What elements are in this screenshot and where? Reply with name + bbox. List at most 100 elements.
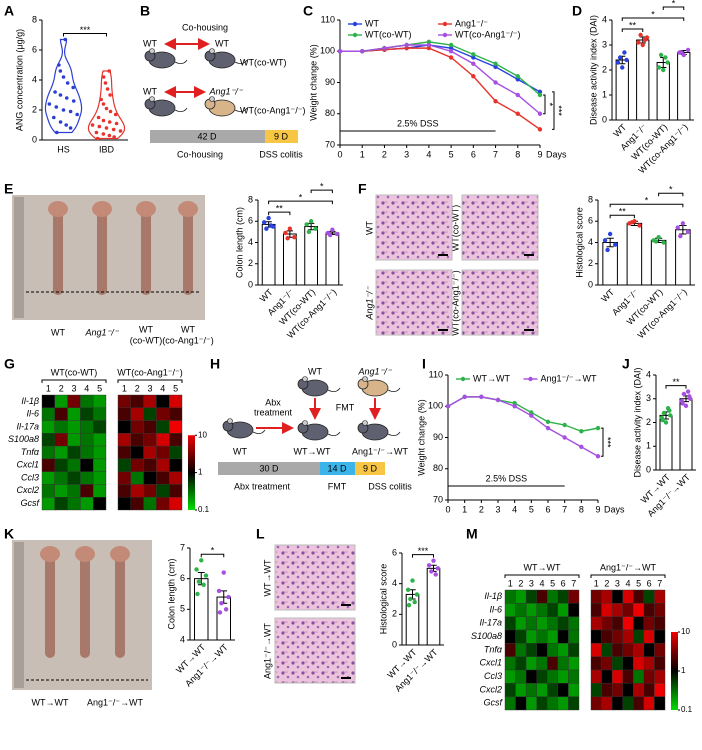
fmt-label: FMT [336,402,355,412]
histology-image [375,194,453,261]
heatmap-cell [41,394,56,408]
heatmap-cell [525,603,537,617]
series-marker [493,99,498,104]
data-point [68,109,73,114]
cecum [178,201,198,217]
data-point [660,417,665,423]
heatmap-cell [611,629,623,644]
heatmap-cell [67,407,81,421]
heatmap-cell [54,394,68,408]
heatmap-cell [633,603,645,617]
legend-label: WT(co-Ang1⁻/⁻) [455,29,521,39]
heatmap-cell [117,458,132,472]
heatmap-cell [41,420,56,434]
heatmap-cell [80,394,94,408]
series-marker [360,49,365,54]
heatmap-cell [143,445,157,460]
y-axis-label: Weight change (%) [416,399,426,475]
significance-bracket [200,553,225,558]
significance-label: * [645,196,649,206]
mouse-tail [327,387,341,392]
row-label: Ccl3 [484,671,502,681]
heatmap-cell [536,629,548,644]
mouse-tail [387,387,401,392]
heatmap-cell [557,589,569,604]
significance-bracket [658,192,684,197]
y-tick-label: 6 [32,44,37,54]
data-point [656,234,661,240]
photo-label: WT [139,324,153,334]
data-point [410,578,415,583]
recipient-label: Ang1⁻/⁻→WT [352,446,409,456]
heatmap-cell [54,484,68,498]
histology-label: WT(co-WT) [450,205,460,251]
x-tick-label: 3 [404,149,409,159]
heatmap-cell [601,603,613,617]
column-label: 5 [636,578,641,588]
heatmap-cell [547,616,559,631]
y-tick-label: 4 [588,237,593,247]
heatmap-cell [643,603,655,617]
x-tick-label: 0 [445,504,450,514]
row-label: S100a8 [8,434,39,444]
heatmap-cell [633,696,645,711]
y-tick-label: 5 [180,604,185,614]
heatmap-cell [41,445,56,460]
mouse-ear [209,48,215,54]
heatmap-cell [54,445,68,460]
mouse-ear [149,48,155,54]
data-point [605,247,610,253]
heatmap-cell [168,433,183,447]
colorbar-label: 0.1 [198,505,210,514]
y-tick-label: 100 [428,401,443,411]
series-marker [493,80,498,85]
data-point [685,389,691,394]
colon [97,205,107,295]
significance-label: ** [619,207,627,217]
heatmap-cell [504,696,516,711]
heatmap-cell [168,458,183,472]
heatmap-cell [130,420,144,434]
data-point [287,226,293,231]
mouse-tail [234,59,248,64]
x-tick-label: 4 [426,149,431,159]
series-marker [426,45,432,51]
y-tick-label: 0 [32,134,37,144]
y-tick-label: 90 [433,432,443,442]
heatmap-cell [143,471,157,485]
heatmap-cell [143,420,157,434]
heatmap-cell [643,643,655,657]
mouse-tail [234,107,248,112]
data-point [685,47,691,53]
data-point [624,57,629,63]
significance-label: *** [603,437,613,448]
y-tick-label: 110 [429,369,443,379]
heatmap-cell [536,669,548,684]
heatmap-cell [601,656,613,671]
heatmap-cell [601,616,613,631]
data-point [113,112,118,117]
y-tick-label: 1 [646,441,651,451]
y-tick-label: 80 [325,108,335,118]
heatmap-cell [633,683,645,697]
column-label: 2 [135,383,140,393]
row-label: Cxcl2 [479,684,502,694]
data-point [97,124,102,129]
bar [626,222,643,286]
colorbar [188,435,195,510]
heatmap-cell [611,669,623,684]
heatmap-cell [547,683,559,697]
heatmap-cell [156,471,170,485]
y-tick-label: 3 [602,39,607,49]
x-axis-label: Days [604,504,625,514]
significance-bracket [543,94,546,115]
heatmap-cell [557,616,569,631]
column-label: 4 [625,578,630,588]
heatmap-cell [117,445,132,460]
heatmap-cell [590,616,602,631]
heatmap-cell [156,484,170,498]
colorbar-label: 10 [681,627,690,636]
data-point [105,87,110,91]
y-tick-label: 6 [392,547,397,557]
histology-l: WT→WT Ang1⁻/⁻→WT [262,559,272,679]
